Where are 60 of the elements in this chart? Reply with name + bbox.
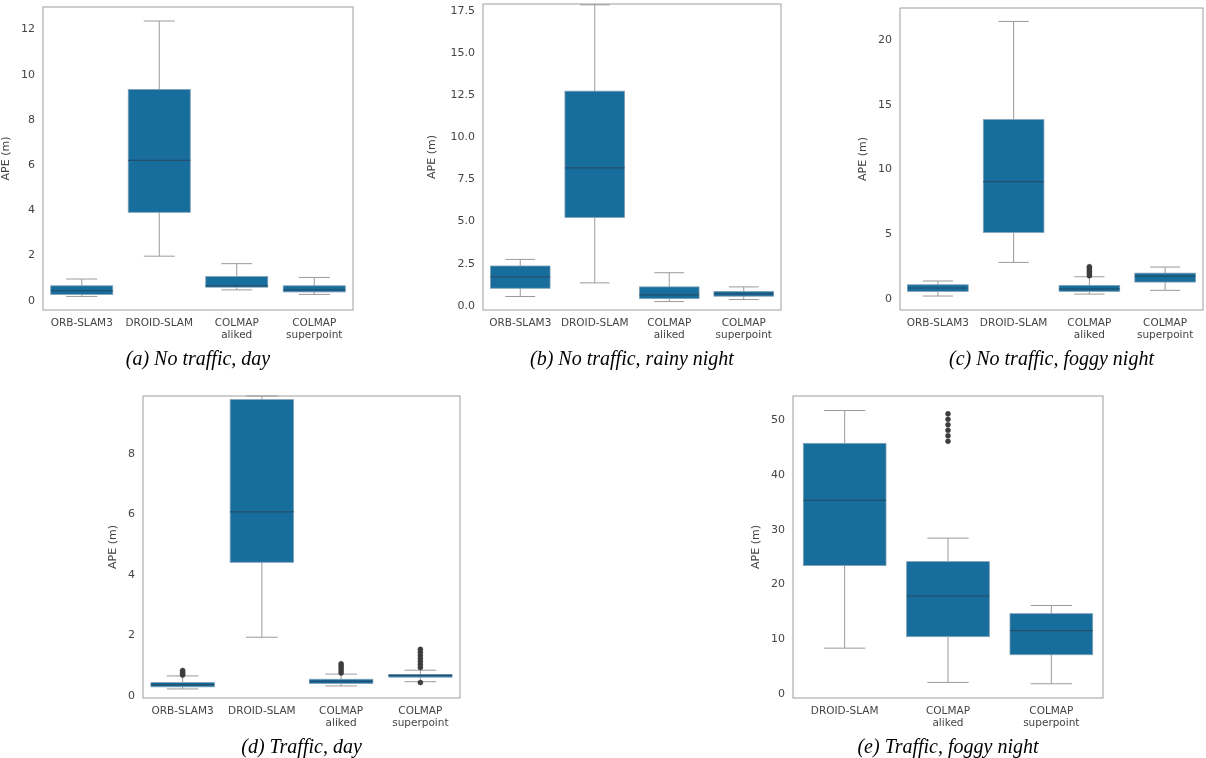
y-tick-label: 40 — [771, 467, 785, 481]
text: (b) No traffic, rainy night — [530, 347, 735, 370]
x-tick-label: COLMAP superpoint — [392, 704, 449, 728]
y-tick-label: 0 — [885, 291, 892, 305]
x-tick-label: DROID-SLAM — [979, 316, 1048, 328]
y-axis-title: APE (m) — [106, 525, 119, 569]
x-tick-label: DROID-SLAM — [125, 316, 194, 328]
y-tick-label: 10 — [21, 67, 35, 81]
x-tick-label: ORB-SLAM3 — [489, 316, 552, 328]
x-tick-label: COLMAP aliked — [925, 704, 971, 728]
y-tick-label: 2 — [128, 628, 135, 642]
y-axis-title: APE (m) — [749, 525, 762, 569]
x-tick-label: DROID-SLAM — [810, 704, 879, 716]
y-tick-label: 0.0 — [457, 298, 475, 312]
y-tick-label: 20 — [878, 32, 892, 46]
y-tick-label: 4 — [128, 567, 135, 581]
x-tick-label: ORB-SLAM3 — [50, 316, 113, 328]
y-tick-label: 15.0 — [450, 45, 475, 59]
y-tick-label: 2 — [28, 248, 35, 262]
y-tick-label: 50 — [771, 413, 785, 427]
y-tick-label: 2.5 — [457, 256, 475, 270]
y-tick-label: 5.0 — [457, 214, 475, 228]
y-tick-label: 0 — [778, 686, 785, 700]
y-tick-label: 4 — [28, 203, 35, 217]
y-tick-label: 10 — [771, 632, 785, 646]
x-tick-label: COLMAP aliked — [319, 704, 364, 728]
y-tick-label: 0 — [28, 293, 35, 307]
x-tick-label: COLMAP superpoint — [1136, 316, 1194, 340]
x-tick-label: COLMAP aliked — [1067, 316, 1112, 340]
x-tick-label: ORB-SLAM3 — [906, 316, 969, 328]
y-tick-label: 17.5 — [450, 3, 475, 17]
x-tick-label: COLMAP aliked — [647, 316, 692, 340]
y-tick-label: 7.5 — [457, 172, 475, 186]
y-tick-label: 5 — [885, 226, 892, 240]
x-tick-label: COLMAP aliked — [214, 316, 259, 340]
y-tick-label: 8 — [28, 112, 35, 126]
y-tick-label: 10.0 — [450, 130, 475, 144]
y-tick-label: 20 — [771, 577, 785, 591]
y-tick-label: 30 — [771, 522, 785, 536]
x-tick-label: COLMAP superpoint — [1023, 704, 1080, 728]
x-tick-label: COLMAP superpoint — [286, 316, 343, 340]
y-axis-title: APE (m) — [0, 136, 12, 181]
y-tick-label: 6 — [128, 507, 135, 521]
y-axis-title: APE (m) — [425, 135, 438, 179]
text: (c) No traffic, foggy night — [949, 347, 1155, 370]
text: (e) Traffic, foggy night — [857, 735, 1039, 758]
x-tick-label: DROID-SLAM — [228, 704, 296, 716]
x-tick-label: COLMAP superpoint — [715, 316, 772, 340]
y-tick-label: 0 — [128, 688, 135, 702]
x-tick-label: ORB-SLAM3 — [151, 704, 214, 716]
y-tick-label: 12 — [21, 22, 35, 36]
y-tick-label: 8 — [128, 446, 135, 460]
text: (a) No traffic, day — [125, 347, 271, 370]
y-axis-title: APE (m) — [856, 137, 869, 181]
y-tick-label: 10 — [878, 162, 892, 176]
x-tick-label: DROID-SLAM — [560, 316, 629, 328]
text: (d) Traffic, day — [241, 735, 362, 758]
y-tick-label: 6 — [28, 158, 35, 171]
y-tick-label: 12.5 — [450, 88, 475, 102]
y-tick-label: 15 — [878, 97, 892, 111]
